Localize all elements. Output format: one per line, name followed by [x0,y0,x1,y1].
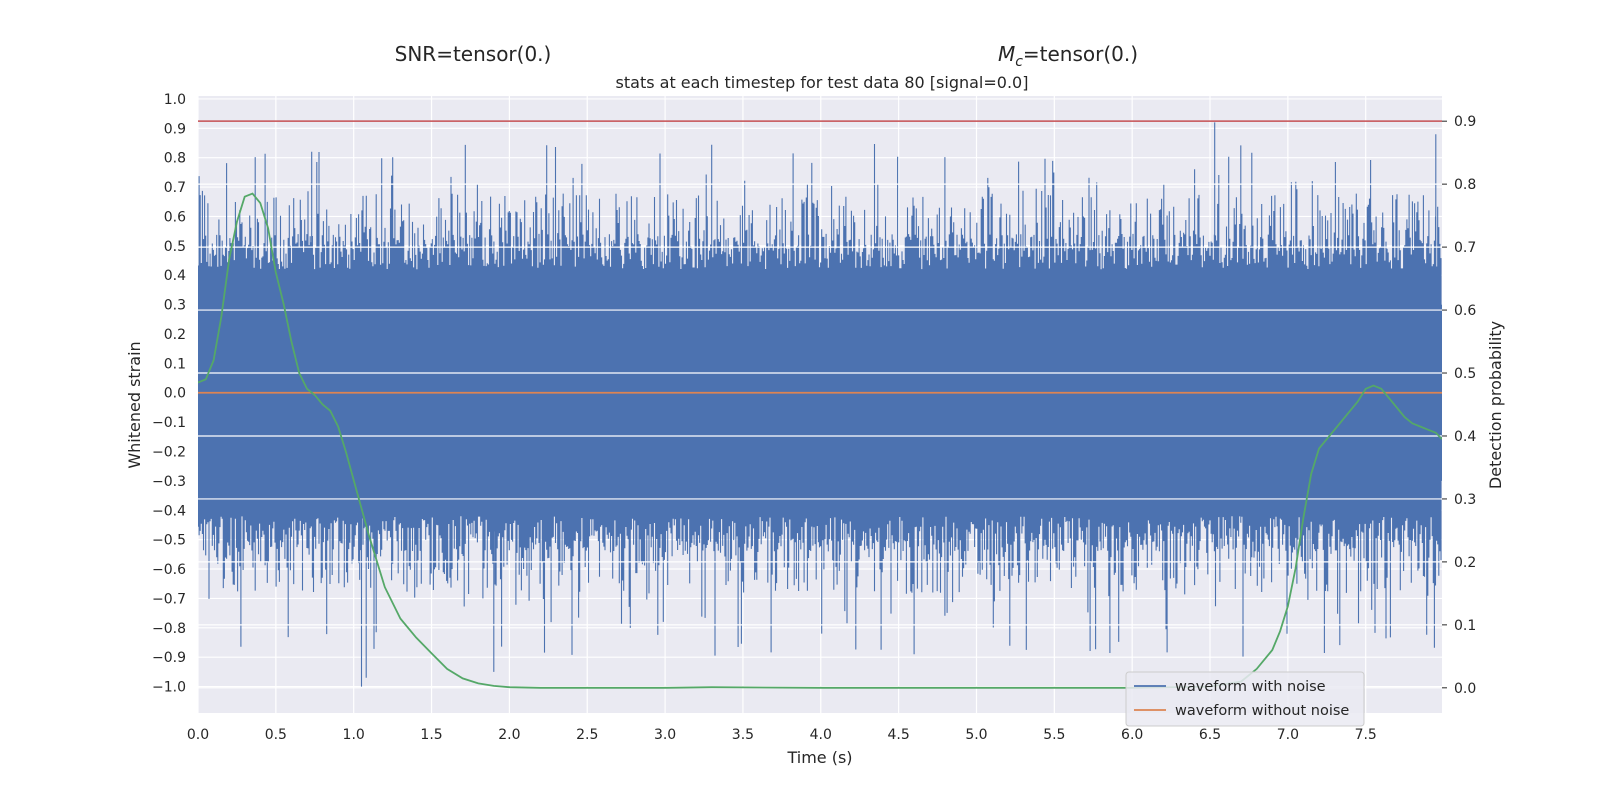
x-tick-label: 6.0 [1121,727,1143,743]
x-tick-label: 4.5 [887,727,909,743]
legend-box [1125,671,1365,727]
x-tick-label: 2.5 [576,727,598,743]
x-tick-labels: 0.0 0.5 1.0 1.5 2.0 2.5 3.0 3.5 4.0 4.5 5.0 5.5 6.0 6… [187,727,1377,743]
x-tick-label: 1.5 [420,727,442,743]
y-left-tick-label: 0.6 [164,209,186,225]
x-tick-label: 3.5 [732,727,754,743]
y-right-tick-label: 0.0 [1454,681,1476,697]
legend: waveform with noise waveform without noi… [1125,671,1365,727]
y-right-tick-label: 0.6 [1454,303,1476,319]
y-right-tick-labels: 0.9 0.8 0.7 0.6 0.5 0.4 0.3 0.2 0.1 0.0 [1442,114,1476,697]
y-left-tick-label: −0.8 [152,621,186,637]
x-tick-label: 2.0 [498,727,520,743]
y-right-tick-label: 0.8 [1454,177,1476,193]
y-right-tick-label: 0.9 [1454,114,1476,130]
y-left-tick-labels: 1.0 0.9 0.8 0.7 0.6 0.5 0.4 0.3 0.2 0.1 0.0 −0.1 −0.… [152,92,186,696]
y-left-tick-label: −1.0 [152,680,186,696]
y-left-tick-label: 0.1 [164,356,186,372]
y-right-tick-label: 0.4 [1454,429,1476,445]
y-left-tick-label: 0.8 [164,151,186,167]
x-tick-label: 3.0 [654,727,676,743]
y-right-tick-label: 0.1 [1454,618,1476,634]
chart-title: stats at each timestep for test data 80 … [616,73,1029,92]
y-left-tick-label: −0.3 [152,474,186,490]
y-right-tick-label: 0.2 [1454,555,1476,571]
detection-probability-line [198,192,1442,689]
y-left-tick-label: 0.5 [164,239,186,255]
y-axis-right-label: Detection probability [1486,321,1505,489]
y-left-tick-label: 0.2 [164,327,186,343]
y-left-tick-label: −0.6 [152,562,186,578]
y-left-tick-label: 0.4 [164,268,186,284]
x-tick-label: 7.0 [1277,727,1299,743]
x-tick-label: 0.5 [265,727,287,743]
y-right-tick-label: 0.5 [1454,366,1476,382]
y-left-tick-label: −0.7 [152,591,186,607]
x-tick-label: 5.5 [1043,727,1065,743]
x-axis-label: Time (s) [786,748,852,767]
y-left-tick-label: 0.0 [164,386,186,402]
y-left-tick-label: −0.2 [152,445,186,461]
x-tick-label: 4.0 [810,727,832,743]
y-left-tick-label: 1.0 [164,92,186,108]
suptitle-snr: SNR=tensor(0.) [395,42,552,66]
y-left-tick-label: −0.9 [152,650,186,666]
y-left-tick-label: 0.3 [164,298,186,314]
y-left-tick-label: 0.9 [164,121,186,137]
y-axis-left-label: Whitened strain [125,341,144,468]
x-tick-label: 1.0 [343,727,365,743]
noise-spikes [198,122,1442,687]
x-tick-label: 7.5 [1355,727,1377,743]
x-tick-label: 6.5 [1199,727,1221,743]
suptitle-chirp-mass: Mc=tensor(0.) [998,42,1138,70]
legend-label-clean: waveform without noise [1175,703,1349,719]
y-right-tick-label: 0.3 [1454,492,1476,508]
x-tick-label: 5.0 [965,727,987,743]
legend-label-noise: waveform with noise [1175,679,1326,695]
x-tick-label: 0.0 [187,727,209,743]
y-left-tick-label: −0.4 [152,503,186,519]
y-left-tick-label: 0.7 [164,180,186,196]
y-left-tick-label: −0.5 [152,533,186,549]
y-right-tick-label: 0.7 [1454,240,1476,256]
y-left-tick-label: −0.1 [152,415,186,431]
